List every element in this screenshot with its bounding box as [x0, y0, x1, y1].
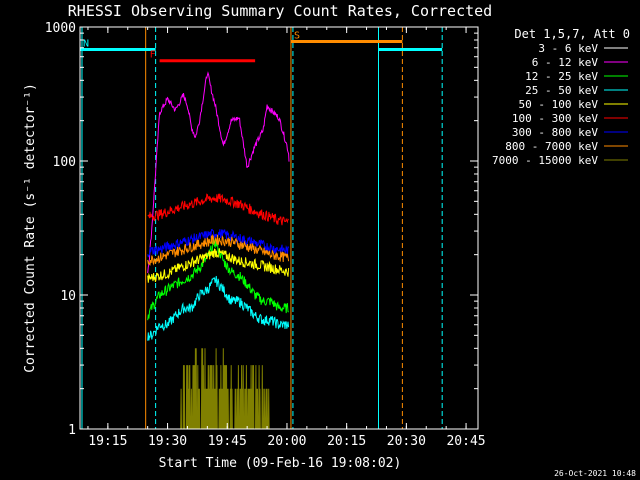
y-tick-label: 10: [60, 289, 76, 304]
x-axis-label: Start Time (09-Feb-16 19:08:02): [159, 456, 402, 471]
series-line: [147, 275, 290, 341]
legend-label: 800 - 7000 keV: [505, 140, 598, 153]
legend-label: 3 - 6 keV: [538, 42, 598, 55]
x-tick-label: 20:15: [327, 434, 366, 449]
series-line: [147, 71, 290, 274]
x-tick-label: 20:00: [267, 434, 306, 449]
y-tick-label: 100: [53, 155, 76, 170]
legend-label: 25 - 50 keV: [525, 84, 598, 97]
y-tick-label: 1000: [45, 21, 76, 36]
x-tick-label: 20:45: [446, 434, 485, 449]
series-6: [147, 228, 290, 258]
footer-date: 26-Oct-2021 10:48: [554, 469, 636, 478]
x-tick-label: 19:45: [208, 434, 247, 449]
series-line: [147, 234, 290, 266]
y-tick-label: 1: [68, 423, 76, 438]
legend-label: 12 - 25 keV: [525, 70, 598, 83]
series-line: [175, 348, 271, 429]
series-3: [147, 275, 290, 341]
flag-label: N: [83, 38, 89, 49]
legend-label: 100 - 300 keV: [512, 112, 598, 125]
series-0: [147, 109, 290, 218]
series-4: [147, 248, 290, 283]
flag-label: S: [294, 30, 300, 41]
series-line-dark: [147, 109, 290, 218]
series-line: [147, 193, 289, 226]
series-line: [147, 237, 289, 321]
plot-frame: [79, 26, 479, 430]
legend-label: 300 - 800 keV: [512, 126, 598, 139]
legend-label: 6 - 12 keV: [532, 56, 599, 69]
x-tick-label: 19:15: [88, 434, 127, 449]
series-5: [147, 193, 289, 226]
legend-label: 7000 - 15000 keV: [492, 154, 598, 167]
x-tick-label: 19:30: [148, 434, 187, 449]
x-tick-label: 20:30: [387, 434, 426, 449]
series-line: [147, 228, 290, 258]
flag-label: F: [150, 50, 156, 61]
series-1: [147, 71, 290, 274]
series-line: [147, 248, 290, 283]
series-2: [147, 237, 289, 321]
series-7: [147, 234, 290, 266]
chart-title: RHESSI Observing Summary Count Rates, Co…: [68, 2, 492, 20]
legend-label: 50 - 100 keV: [519, 98, 599, 111]
y-axis-label: Corrected Count Rate (s⁻¹ detector⁻¹): [23, 83, 38, 373]
legend-title: Det 1,5,7, Att 0: [514, 27, 630, 41]
series-8: [175, 348, 271, 429]
